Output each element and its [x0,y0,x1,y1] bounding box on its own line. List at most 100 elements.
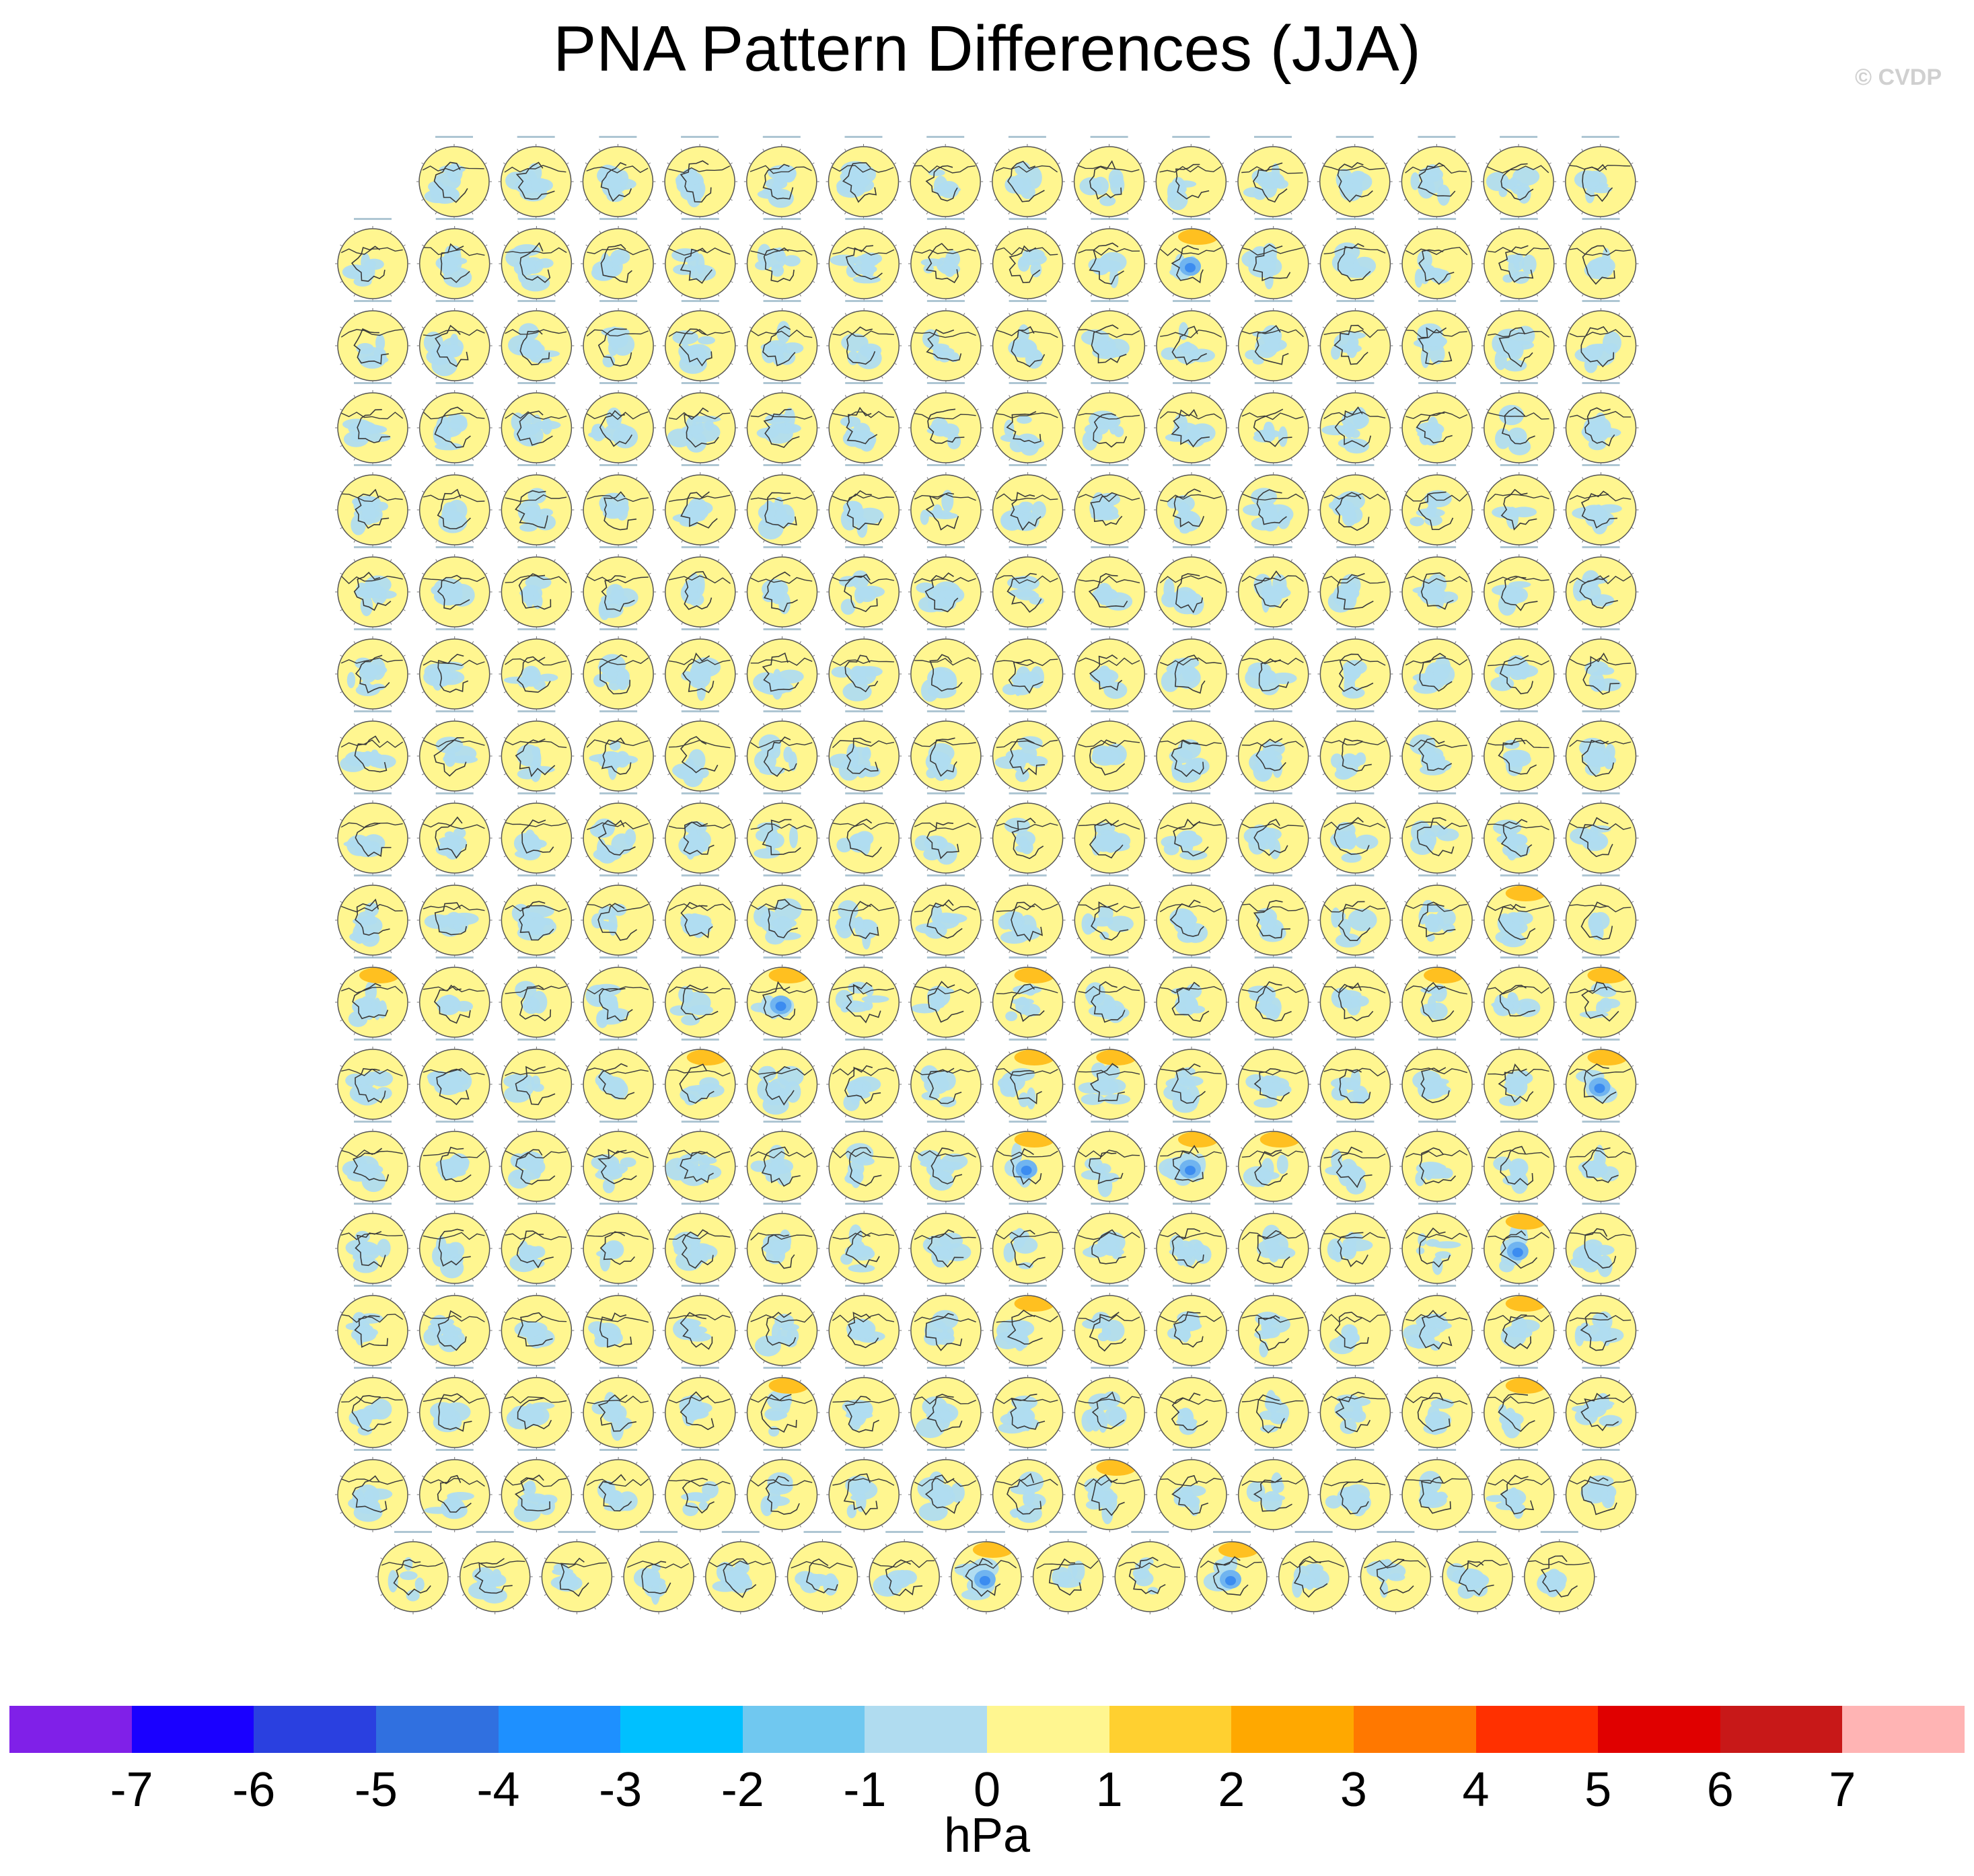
panel-title-line [1500,628,1538,630]
map-panel [743,136,819,219]
panel-title-line [926,218,965,220]
map-panel [498,136,574,219]
colorbar-segment [498,1706,621,1753]
map-panel [1317,874,1393,958]
map-panel [990,792,1066,876]
map-panel [1072,874,1148,958]
map-panel [784,1531,861,1614]
panel-title-line [763,1285,801,1287]
panel-title-line [435,218,474,220]
map-panel [335,628,410,712]
panel-title-line [1254,546,1292,548]
map-panel [826,382,902,465]
panel-title-line [1418,1285,1457,1287]
map-panel [662,464,738,548]
map-panel [1481,710,1557,794]
map-panel [581,628,657,712]
map-panel [1072,710,1148,794]
panel-title-line [763,464,801,466]
panel-title-line [681,1203,719,1205]
map-panel [744,710,820,794]
panel-title-line [845,218,883,220]
colorbar-tick-label: 1 [1095,1763,1123,1817]
map-panel [499,1121,575,1204]
map-panel [1481,628,1557,712]
map-panel [1317,300,1393,383]
panel-title-line [1173,300,1210,302]
panel-title-line [845,1121,883,1123]
map-panel [702,1531,778,1614]
map-panel [335,382,410,465]
map-panel [581,218,657,301]
map-panel [335,956,410,1040]
map-panel [1481,382,1557,465]
map-panel [335,710,410,794]
panel-title-line [599,136,637,138]
map-panel [908,464,984,548]
map-panel [908,1285,984,1368]
panel-title-line [517,1039,556,1041]
map-panel [1154,956,1229,1040]
map-panel [826,956,902,1040]
map-panel [1563,1039,1639,1122]
map-panel [1563,546,1639,630]
panel-title-line [844,136,883,138]
panel-title-line [1173,1121,1210,1123]
map-panel [826,300,902,383]
panel-title-line [354,1449,392,1451]
panel-title-line [517,218,556,220]
map-panel [1563,218,1639,301]
panel-title-line [1582,464,1620,466]
panel-title-line [517,546,556,548]
panel-title-line [1091,710,1129,712]
panel-title-line [845,300,883,302]
map-panel [1317,1121,1393,1204]
panel-title-line [721,1531,760,1533]
panel-title-line [1254,1203,1292,1205]
panel-title-line [1009,874,1047,876]
map-panel [1399,956,1475,1040]
map-panel [1563,1121,1639,1204]
colorbar-tick-label: 6 [1706,1763,1734,1817]
map-panel [990,464,1066,548]
map-panel [335,874,410,958]
map-panel [744,1285,820,1368]
map-panel [335,1449,410,1532]
panel-title-line [1131,1531,1169,1533]
map-panel [1563,1367,1639,1450]
map-panel [1317,628,1393,712]
panel-title-line [763,874,801,876]
map-panel [990,1039,1066,1122]
panel-title-line [845,1449,883,1451]
map-panel [1399,136,1475,219]
colorbar-tick-label: 3 [1340,1763,1367,1817]
panel-title-line [681,1121,719,1123]
panel-title-line [763,1121,801,1123]
panel-title-line [435,874,474,876]
map-panel [1317,464,1393,548]
map-panel [990,710,1066,794]
panel-title-line [845,710,883,712]
panel-title-line [845,1285,883,1287]
panel-title-line [845,628,883,630]
panel-title-line [354,874,392,876]
panel-title-line [1254,1285,1292,1287]
map-panel [948,1531,1024,1614]
panel-title-line [354,546,392,548]
panel-title-line [763,546,801,548]
map-panel [1072,1121,1148,1204]
panel-title-line [763,628,801,630]
colorbar-segment [375,1706,499,1753]
panel-title-line [1582,218,1620,220]
map-panel [826,1285,902,1368]
map-panel [1072,1449,1148,1532]
map-panel [416,874,492,958]
panel-title-line [1254,956,1292,959]
panel-title-line [1091,1285,1129,1287]
map-panel [990,874,1066,958]
map-panel [416,792,492,876]
panel-title-line [1336,1285,1375,1287]
panel-title-line [1009,218,1047,220]
panel-title-line [1336,546,1375,548]
map-panel [1399,218,1475,301]
